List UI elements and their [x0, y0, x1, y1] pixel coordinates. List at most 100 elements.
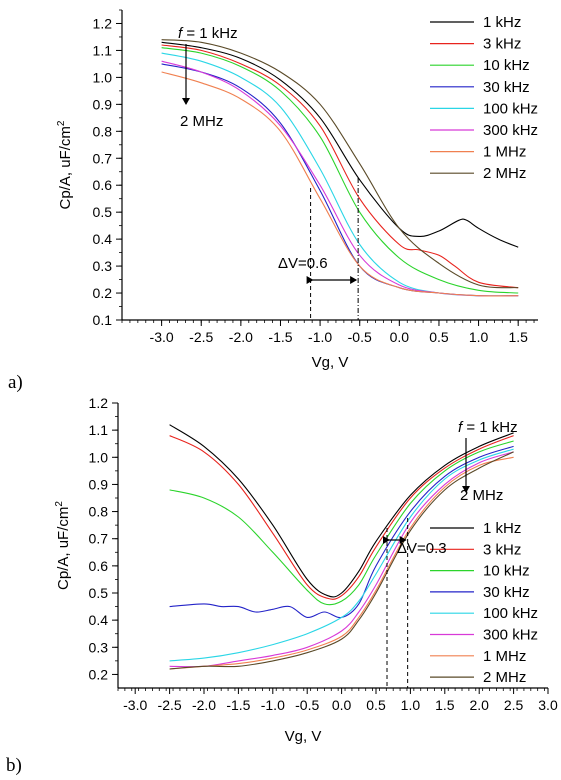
- x-axis-label: Vg, V: [312, 354, 349, 371]
- x-tick-label: -0.5: [348, 329, 372, 345]
- x-tick-label: -1.5: [268, 329, 292, 345]
- x-tick-label: -3.0: [123, 697, 147, 713]
- frequency-start-label: f = 1 kHz: [178, 25, 238, 42]
- legend-entry-label: 3 kHz: [483, 36, 521, 53]
- y-axis-label-superscript: 2: [56, 120, 67, 126]
- frequency-start-label: f = 1 kHz: [458, 419, 518, 436]
- legend-entry-label: 100 kHz: [483, 605, 538, 622]
- legend-entry-label: 100 kHz: [483, 100, 538, 117]
- y-tick-label: 0.2: [89, 666, 109, 682]
- legend-entry-label: 1 MHz: [483, 648, 526, 665]
- x-tick-label: -2.5: [189, 329, 213, 345]
- y-tick-label: 0.6: [93, 177, 113, 193]
- x-tick-label: 1.0: [469, 329, 489, 345]
- y-tick-label: 0.4: [93, 231, 113, 247]
- frequency-symbol: f: [458, 419, 464, 436]
- y-tick-label: 1.0: [89, 449, 109, 465]
- chart-panel-a: -3.0 -2.5 -2.0 -1.5 -1.0 -0.5 0.0 0.5 1.0 1.5 0.1 0…: [8, 9, 538, 393]
- legend-entry-label: 30 kHz: [483, 79, 530, 96]
- legend-entry-label: 10 kHz: [483, 563, 530, 580]
- x-tick-label: 1.5: [435, 697, 455, 713]
- frequency-end-label: 2 MHz: [180, 113, 223, 130]
- x-tick-label: -1.0: [261, 697, 285, 713]
- y-axis-label-text: Cp/A, uF/cm: [55, 507, 72, 590]
- legend-entry-label: 300 kHz: [483, 627, 538, 644]
- x-tick-label: 0.5: [366, 697, 386, 713]
- y-tick-label: 0.9: [93, 96, 113, 112]
- y-tick-label: 0.3: [93, 258, 113, 274]
- series-line-100-khz: [169, 448, 514, 662]
- x-tick-label: -2.0: [192, 697, 216, 713]
- x-tick-label: -3.0: [150, 329, 174, 345]
- x-tick-label: -2.0: [229, 329, 253, 345]
- panel-label: b): [6, 755, 22, 776]
- legend-entry-label: 1 kHz: [483, 520, 521, 537]
- x-axis-label: Vg, V: [285, 728, 322, 745]
- x-tick-label: 0.5: [429, 329, 449, 345]
- legend-entry-label: 1 kHz: [483, 14, 521, 31]
- x-tick-label: 3.0: [538, 697, 558, 713]
- x-tick-label: 2.0: [469, 697, 489, 713]
- series-line-3-khz: [169, 435, 514, 600]
- legend-entry-label: 10 kHz: [483, 57, 530, 74]
- series-line-300-khz: [161, 60, 519, 297]
- series-line-10-khz: [161, 47, 519, 294]
- series-line-30-khz: [161, 63, 519, 297]
- frequency-start-value: = 1 kHz: [462, 419, 517, 436]
- delta-v-label: ΔV=0.3: [397, 540, 447, 557]
- y-axis-label-text: Cp/A, uF/cm: [57, 126, 74, 209]
- legend-entry-label: 30 kHz: [483, 584, 530, 601]
- x-tick-label: -1.0: [308, 329, 332, 345]
- series-line-300-khz: [169, 451, 514, 668]
- y-tick-label: 0.3: [89, 639, 109, 655]
- x-tick-label: 1.0: [401, 697, 421, 713]
- legend-entry-label: 300 kHz: [483, 122, 538, 139]
- y-tick-label: 0.7: [93, 150, 113, 166]
- y-tick-label: 1.0: [93, 69, 113, 85]
- y-tick-label: 0.8: [89, 504, 109, 520]
- legend-entry-label: 2 MHz: [483, 669, 526, 686]
- series-line-1-mhz: [161, 71, 519, 297]
- series-line-30-khz: [169, 445, 514, 619]
- y-tick-label: 0.1: [93, 312, 113, 328]
- y-axis-label: Cp/A, uF/cm2: [56, 120, 74, 209]
- legend-entry-label: 3 kHz: [483, 541, 521, 558]
- y-tick-label: 0.5: [89, 585, 109, 601]
- series-line-3-khz: [161, 44, 519, 289]
- x-tick-label: -2.5: [158, 697, 182, 713]
- series-line-2-mhz: [161, 39, 519, 289]
- panel-label: a): [8, 372, 23, 393]
- y-tick-label: 0.9: [89, 476, 109, 492]
- frequency-start-value: = 1 kHz: [182, 25, 237, 42]
- y-tick-label: 0.2: [93, 285, 113, 301]
- series-line-10-khz: [169, 440, 514, 606]
- y-tick-label: 1.1: [93, 42, 113, 58]
- y-tick-label: 0.6: [89, 558, 109, 574]
- y-tick-label: 1.1: [89, 422, 109, 438]
- series-line-1-khz: [169, 424, 514, 598]
- chart-panel-b: -3.0 -2.5 -2.0 -1.5 -1.0 -0.5 0.0 0.5 1.0 1.5 2.0 2…: [6, 395, 558, 776]
- x-tick-label: 2.5: [504, 697, 524, 713]
- series-line-1-mhz: [169, 456, 514, 670]
- y-axis-label-superscript: 2: [54, 501, 65, 507]
- y-tick-label: 1.2: [89, 395, 109, 411]
- frequency-end-label: 2 MHz: [460, 487, 503, 504]
- y-tick-label: 0.4: [89, 612, 109, 628]
- delta-v-label: ΔV=0.6: [278, 255, 328, 272]
- x-tick-label: 0.0: [390, 329, 410, 345]
- y-tick-label: 1.2: [93, 15, 113, 31]
- frequency-symbol: f: [178, 25, 184, 42]
- y-tick-label: 0.7: [89, 531, 109, 547]
- x-tick-label: -1.5: [226, 697, 250, 713]
- y-axis-label: Cp/A, uF/cm2: [54, 501, 72, 590]
- legend-entry-label: 1 MHz: [483, 144, 526, 161]
- legend-entry-label: 2 MHz: [483, 165, 526, 182]
- x-tick-label: -0.5: [295, 697, 319, 713]
- x-tick-label: 1.5: [508, 329, 528, 345]
- series-line-1-khz: [161, 41, 519, 248]
- y-tick-label: 0.5: [93, 204, 113, 220]
- y-tick-label: 0.8: [93, 123, 113, 139]
- x-tick-label: 0.0: [332, 697, 352, 713]
- series-line-2-mhz: [169, 451, 514, 670]
